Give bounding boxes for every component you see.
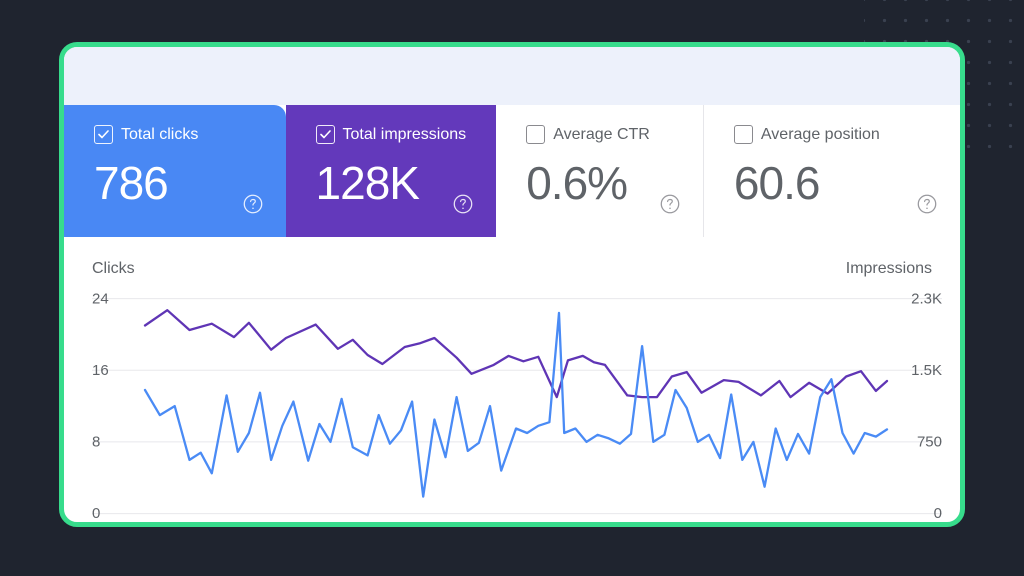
- svg-text:750: 750: [917, 434, 942, 451]
- svg-text:16: 16: [92, 362, 109, 379]
- svg-text:0: 0: [92, 505, 100, 522]
- svg-text:24: 24: [92, 291, 109, 308]
- svg-text:0: 0: [934, 505, 942, 522]
- svg-text:2.3K: 2.3K: [911, 291, 942, 308]
- svg-text:8: 8: [92, 434, 100, 451]
- svg-text:1.5K: 1.5K: [911, 362, 942, 379]
